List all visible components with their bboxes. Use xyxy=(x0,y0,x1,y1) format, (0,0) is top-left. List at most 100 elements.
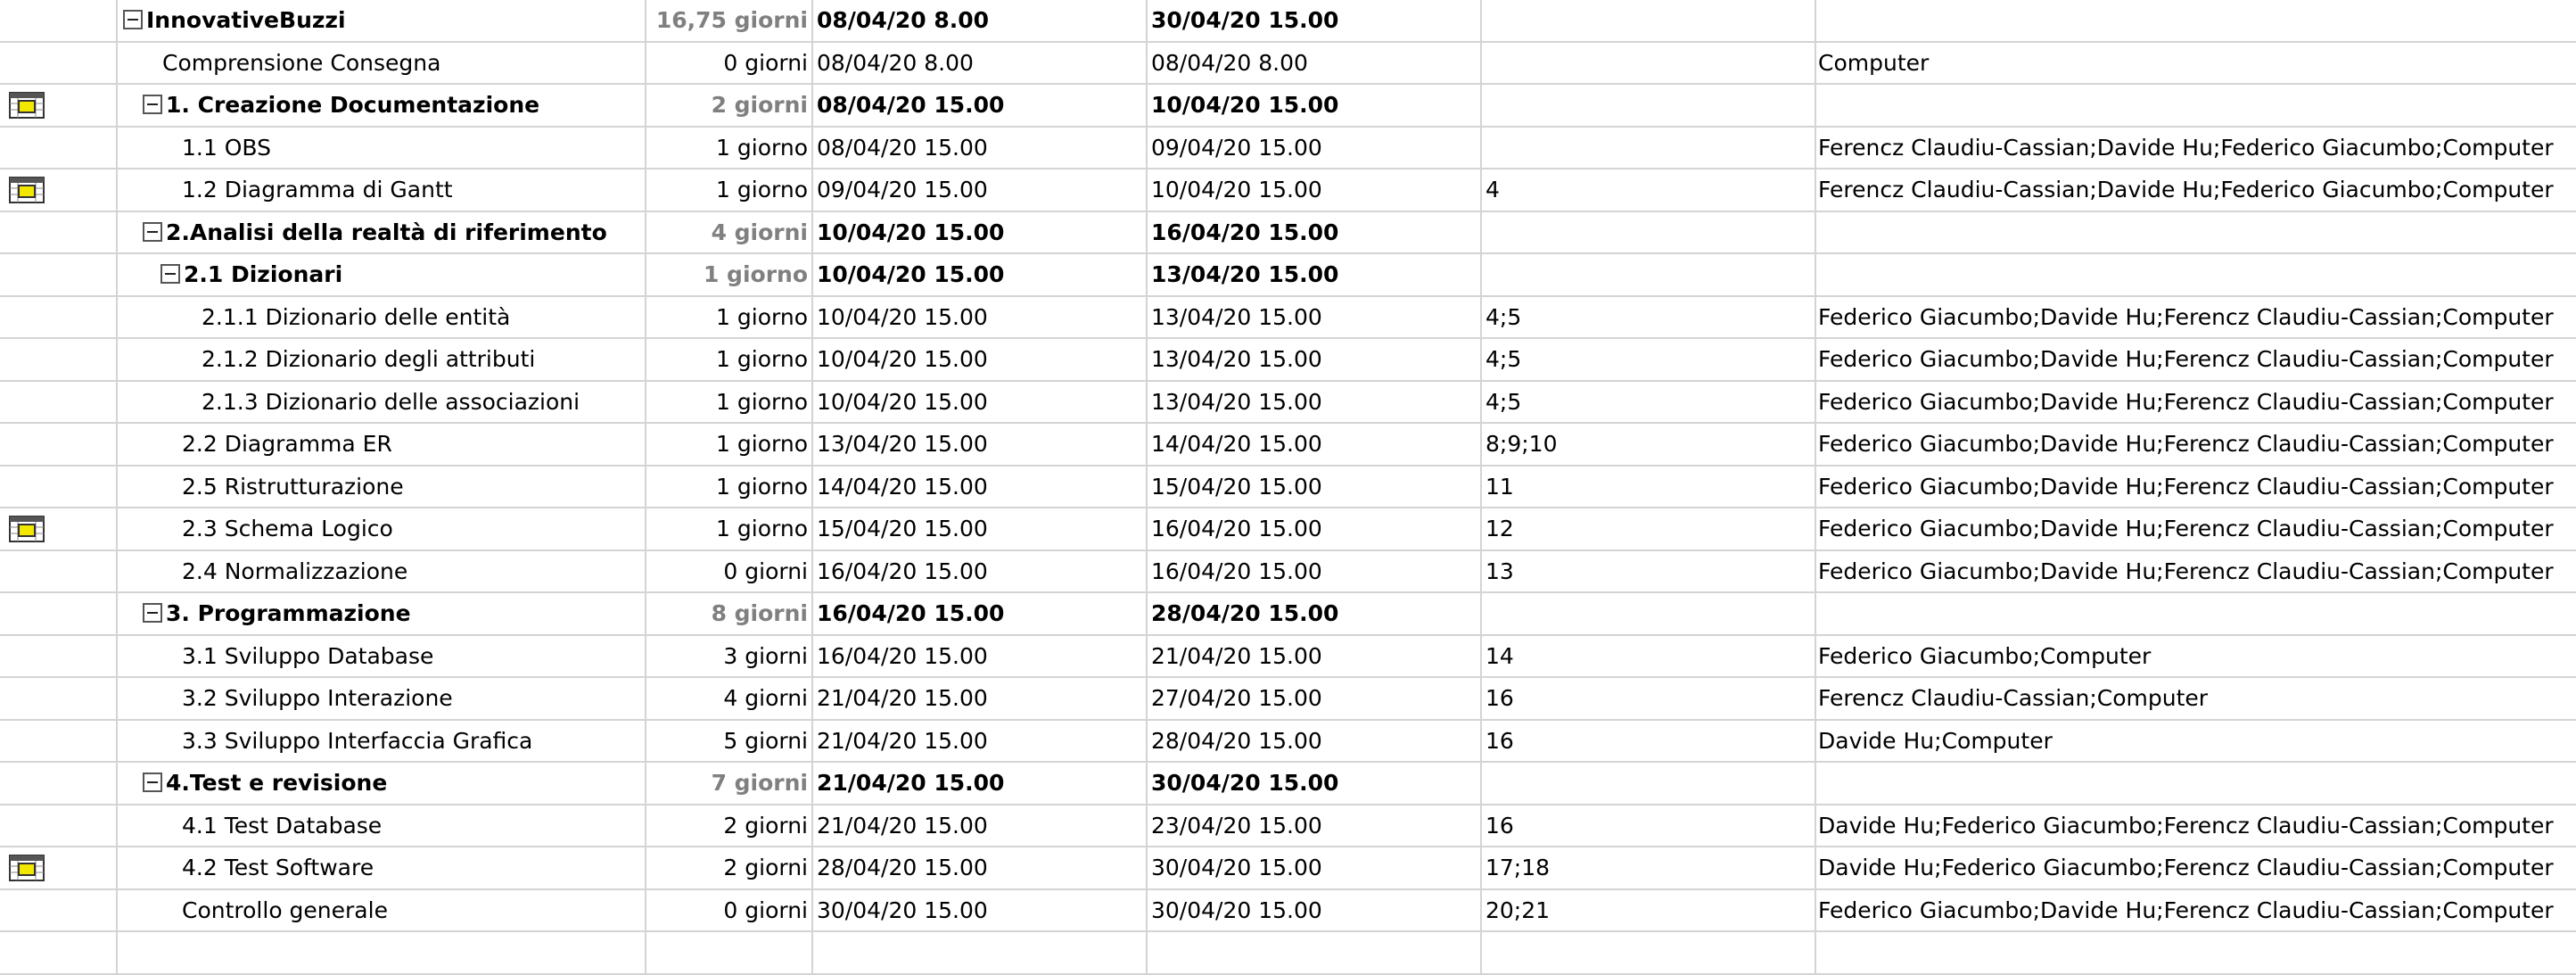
indicator-cell[interactable] xyxy=(0,254,118,295)
start-date-cell[interactable] xyxy=(813,932,1148,973)
calendar-indicator-icon[interactable] xyxy=(9,855,45,881)
indicator-cell[interactable] xyxy=(0,466,118,507)
predecessors-cell[interactable]: 4;5 xyxy=(1482,339,1816,380)
task-name-cell[interactable]: Comprensione Consegna xyxy=(118,42,646,83)
duration-cell[interactable]: 1 giorno xyxy=(646,127,813,168)
indicator-cell[interactable] xyxy=(0,889,118,930)
indicator-cell[interactable] xyxy=(0,42,118,83)
task-row[interactable]: Comprensione Consegna 0 giorni 08/04/20 8.… xyxy=(0,42,2576,85)
duration-cell[interactable]: 2 giorni xyxy=(646,85,813,126)
indicator-cell[interactable] xyxy=(0,508,118,549)
collapse-toggle-icon[interactable] xyxy=(143,221,162,242)
resources-cell[interactable]: Federico Giacumbo;Davide Hu;Ferencz Clau… xyxy=(1818,473,2554,500)
resources-cell[interactable]: Davide Hu;Federico Giacumbo;Ferencz Clau… xyxy=(1818,812,2554,839)
start-date-cell[interactable]: 16/04/20 15.00 xyxy=(813,593,1148,634)
indicator-cell[interactable] xyxy=(0,593,118,634)
predecessors-cell[interactable]: 8;9;10 xyxy=(1482,424,1816,465)
end-date-cell[interactable]: 10/04/20 15.00 xyxy=(1148,85,1482,126)
resources-cell[interactable]: Ferencz Claudiu-Cassian;Computer xyxy=(1818,685,2209,711)
duration-cell[interactable]: 1 giorno xyxy=(646,381,813,422)
start-date-cell[interactable]: 09/04/20 15.00 xyxy=(813,169,1148,211)
start-date-cell[interactable]: 10/04/20 15.00 xyxy=(813,254,1148,295)
task-name-cell[interactable]: 2.1 Dizionari xyxy=(118,254,646,295)
task-name-cell[interactable]: 2.3 Schema Logico xyxy=(118,508,646,549)
end-date-cell[interactable]: 23/04/20 15.00 xyxy=(1148,805,1482,846)
duration-cell[interactable]: 0 giorni xyxy=(646,550,813,591)
task-name-cell[interactable]: 3. Programmazione xyxy=(118,593,646,634)
collapse-toggle-icon[interactable] xyxy=(143,95,162,114)
summary-task-row[interactable]: 1. Creazione Documentazione 2 giorni 08/04… xyxy=(0,85,2576,128)
duration-cell[interactable] xyxy=(646,932,813,973)
start-date-cell[interactable]: 21/04/20 15.00 xyxy=(813,720,1148,761)
task-name-cell[interactable]: 2.2 Diagramma ER xyxy=(118,424,646,465)
task-row[interactable]: 2.5 Ristrutturazione 1 giorno 14/04/20 15.… xyxy=(0,466,2576,508)
task-name-cell[interactable]: 3.2 Sviluppo Interazione xyxy=(118,678,646,719)
task-row[interactable]: 1.2 Diagramma di Gantt 1 giorno 09/04/20 1… xyxy=(0,169,2576,212)
start-date-cell[interactable]: 28/04/20 15.00 xyxy=(813,847,1148,888)
task-name-cell[interactable]: 1.2 Diagramma di Gantt xyxy=(118,169,646,211)
predecessors-cell[interactable]: 14 xyxy=(1482,635,1816,676)
task-name-cell[interactable]: 1. Creazione Documentazione xyxy=(118,85,646,126)
start-date-cell[interactable]: 13/04/20 15.00 xyxy=(813,424,1148,465)
indicator-cell[interactable] xyxy=(0,381,118,422)
predecessors-cell[interactable]: 20;21 xyxy=(1482,889,1816,930)
start-date-cell[interactable]: 21/04/20 15.00 xyxy=(813,805,1148,846)
duration-cell[interactable]: 3 giorni xyxy=(646,635,813,676)
task-row[interactable]: 4.1 Test Database 2 giorni 21/04/20 15.00 2… xyxy=(0,805,2576,847)
resources-cell[interactable]: Federico Giacumbo;Davide Hu;Ferencz Clau… xyxy=(1818,303,2554,330)
end-date-cell[interactable]: 13/04/20 15.00 xyxy=(1148,381,1482,422)
summary-task-row[interactable]: 4.Test e revisione 7 giorni 21/04/20 15.00… xyxy=(0,763,2576,806)
predecessors-cell[interactable]: 4;5 xyxy=(1482,381,1816,422)
predecessors-cell[interactable]: 4;5 xyxy=(1482,296,1816,337)
start-date-cell[interactable]: 15/04/20 15.00 xyxy=(813,508,1148,549)
duration-cell[interactable]: 16,75 giorni xyxy=(646,0,813,41)
resources-cell[interactable]: Ferencz Claudiu-Cassian;Davide Hu;Federi… xyxy=(1818,177,2554,202)
indicator-cell[interactable] xyxy=(0,763,118,804)
predecessors-cell[interactable]: 16 xyxy=(1482,678,1816,719)
task-name-cell[interactable]: 3.1 Sviluppo Database xyxy=(118,635,646,676)
indicator-cell[interactable] xyxy=(0,169,118,211)
end-date-cell[interactable]: 09/04/20 15.00 xyxy=(1148,127,1482,168)
end-date-cell[interactable]: 13/04/20 15.00 xyxy=(1148,339,1482,380)
resources-cell[interactable]: Federico Giacumbo;Davide Hu;Ferencz Clau… xyxy=(1818,431,2554,457)
start-date-cell[interactable]: 08/04/20 8.00 xyxy=(813,42,1148,83)
indicator-cell[interactable] xyxy=(0,720,118,761)
predecessors-cell[interactable] xyxy=(1482,763,1816,804)
summary-task-row[interactable]: 3. Programmazione 8 giorni 16/04/20 15.00 2… xyxy=(0,593,2576,636)
calendar-indicator-icon[interactable] xyxy=(9,92,45,119)
indicator-cell[interactable] xyxy=(0,127,118,168)
collapse-toggle-icon[interactable] xyxy=(123,10,143,29)
duration-cell[interactable]: 1 giorno xyxy=(646,169,813,211)
resources-cell[interactable]: Federico Giacumbo;Computer xyxy=(1818,642,2152,669)
summary-task-row[interactable]: 2.Analisi della realtà di riferimento 4 g… xyxy=(0,211,2576,254)
indicator-cell[interactable] xyxy=(0,211,118,252)
resources-cell[interactable] xyxy=(1816,254,2576,295)
task-name-cell[interactable]: 2.1.1 Dizionario delle entità xyxy=(118,296,646,337)
duration-cell[interactable]: 7 giorni xyxy=(646,763,813,804)
start-date-cell[interactable]: 10/04/20 15.00 xyxy=(813,211,1148,252)
resources-cell[interactable] xyxy=(1816,593,2576,634)
predecessors-cell[interactable]: 11 xyxy=(1482,466,1816,507)
indicator-cell[interactable] xyxy=(0,339,118,380)
task-row[interactable]: 3.3 Sviluppo Interfaccia Grafica 5 giorni… xyxy=(0,720,2576,763)
resources-cell[interactable]: Federico Giacumbo;Davide Hu;Ferencz Clau… xyxy=(1818,388,2554,415)
end-date-cell[interactable]: 27/04/20 15.00 xyxy=(1148,678,1482,719)
task-row[interactable]: 3.2 Sviluppo Interazione 4 giorni 21/04/20… xyxy=(0,678,2576,721)
duration-cell[interactable]: 1 giorno xyxy=(646,508,813,549)
task-row[interactable]: Controllo generale 0 giorni 30/04/20 15.00… xyxy=(0,889,2576,932)
start-date-cell[interactable]: 08/04/20 8.00 xyxy=(813,0,1148,41)
start-date-cell[interactable]: 21/04/20 15.00 xyxy=(813,763,1148,804)
resources-cell[interactable]: Davide Hu;Federico Giacumbo;Ferencz Clau… xyxy=(1818,855,2554,880)
indicator-cell[interactable] xyxy=(0,805,118,846)
resources-cell[interactable]: Ferencz Claudiu-Cassian;Davide Hu;Federi… xyxy=(1818,134,2554,161)
start-date-cell[interactable]: 16/04/20 15.00 xyxy=(813,550,1148,591)
predecessors-cell[interactable] xyxy=(1482,85,1816,126)
duration-cell[interactable]: 1 giorno xyxy=(646,466,813,507)
task-row[interactable]: 2.2 Diagramma ER 1 giorno 13/04/20 15.00 14… xyxy=(0,424,2576,467)
duration-cell[interactable]: 1 giorno xyxy=(646,296,813,337)
calendar-indicator-icon[interactable] xyxy=(9,177,45,203)
duration-cell[interactable]: 8 giorni xyxy=(646,593,813,634)
task-name-cell[interactable]: Controllo generale xyxy=(118,889,646,930)
predecessors-cell[interactable] xyxy=(1482,932,1816,973)
task-name-cell[interactable]: 2.Analisi della realtà di riferimento xyxy=(118,211,646,252)
